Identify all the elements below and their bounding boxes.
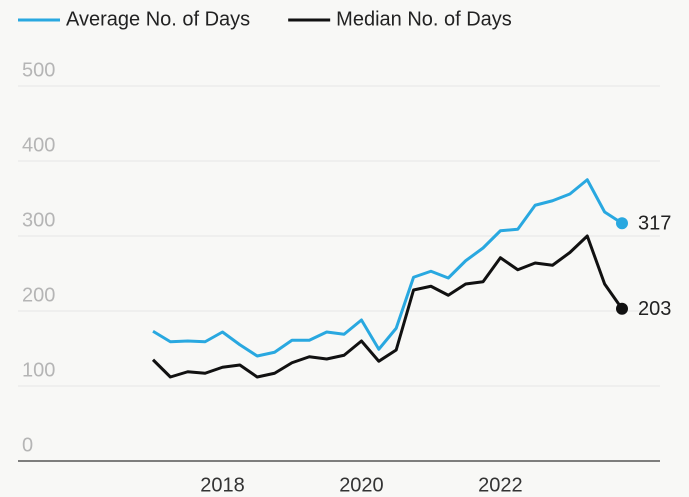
x-tick-label: 2020 — [339, 474, 384, 496]
y-tick-label: 300 — [22, 209, 55, 231]
y-tick-label: 200 — [22, 284, 55, 306]
series-line — [151, 234, 624, 379]
legend-label: Average No. of Days — [66, 8, 250, 30]
end-point — [616, 302, 628, 315]
series-line — [152, 178, 623, 358]
y-tick-label: 0 — [22, 434, 33, 456]
x-tick-label: 2022 — [478, 474, 523, 496]
y-tick-label: 500 — [22, 59, 55, 81]
end-label: 203 — [638, 298, 671, 320]
y-tick-label: 100 — [22, 359, 55, 381]
end-point — [616, 217, 628, 230]
legend-label: Median No. of Days — [336, 8, 512, 30]
x-tick-label: 2018 — [200, 474, 245, 496]
y-tick-label: 400 — [22, 134, 55, 156]
end-label: 317 — [638, 213, 671, 235]
